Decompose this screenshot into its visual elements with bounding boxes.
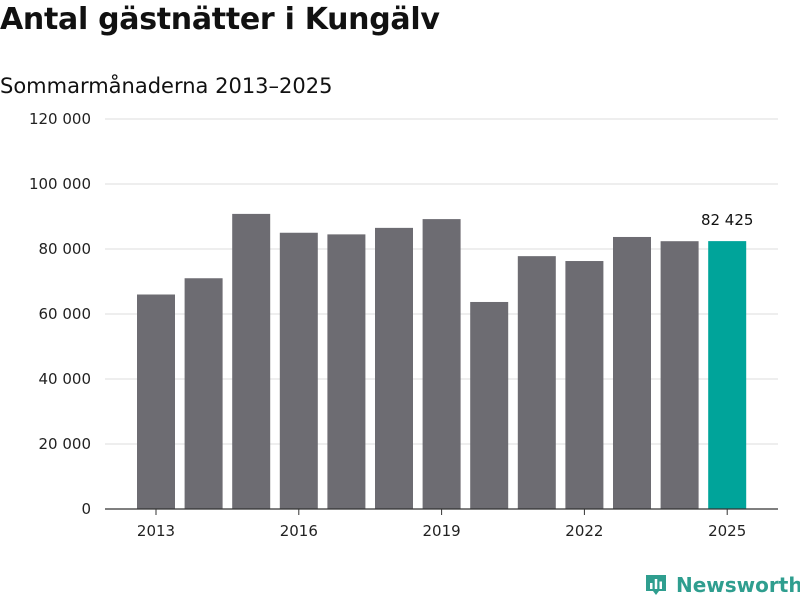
bar-2025	[708, 241, 747, 509]
chart-title: Antal gästnätter i Kungälv	[0, 2, 440, 37]
bar-2024	[660, 241, 699, 509]
bar-2021	[517, 256, 556, 509]
y-tick-label: 0	[81, 500, 91, 518]
brand-logo: Newsworthy	[644, 570, 800, 600]
y-tick-label: 60 000	[39, 305, 92, 323]
bar-2015	[232, 213, 271, 509]
y-tick-label: 40 000	[39, 370, 92, 388]
bar-2013	[137, 294, 175, 509]
bar-2016	[279, 232, 318, 509]
x-tick-label: 2025	[708, 522, 746, 540]
y-tick-label: 120 000	[29, 110, 91, 128]
x-tick-label: 2013	[137, 522, 175, 540]
y-tick-label: 80 000	[39, 240, 92, 258]
bar-2019	[422, 219, 461, 509]
bar-2014	[184, 278, 223, 509]
x-tick-label: 2016	[280, 522, 318, 540]
bar-2017	[327, 234, 366, 509]
bar-chart-badge-icon	[646, 575, 666, 595]
bar-2020	[470, 301, 509, 509]
bar-2023	[613, 236, 651, 509]
y-tick-label: 20 000	[39, 435, 92, 453]
bar-2018	[375, 227, 413, 509]
x-tick-label: 2022	[565, 522, 603, 540]
brand-name: Newsworthy	[676, 573, 800, 597]
data-label: 82 425	[701, 211, 754, 229]
x-tick-label: 2019	[423, 522, 461, 540]
bar-2022	[565, 261, 604, 509]
chart-subtitle: Sommarmånaderna 2013–2025	[0, 74, 333, 98]
y-tick-label: 100 000	[29, 175, 91, 193]
